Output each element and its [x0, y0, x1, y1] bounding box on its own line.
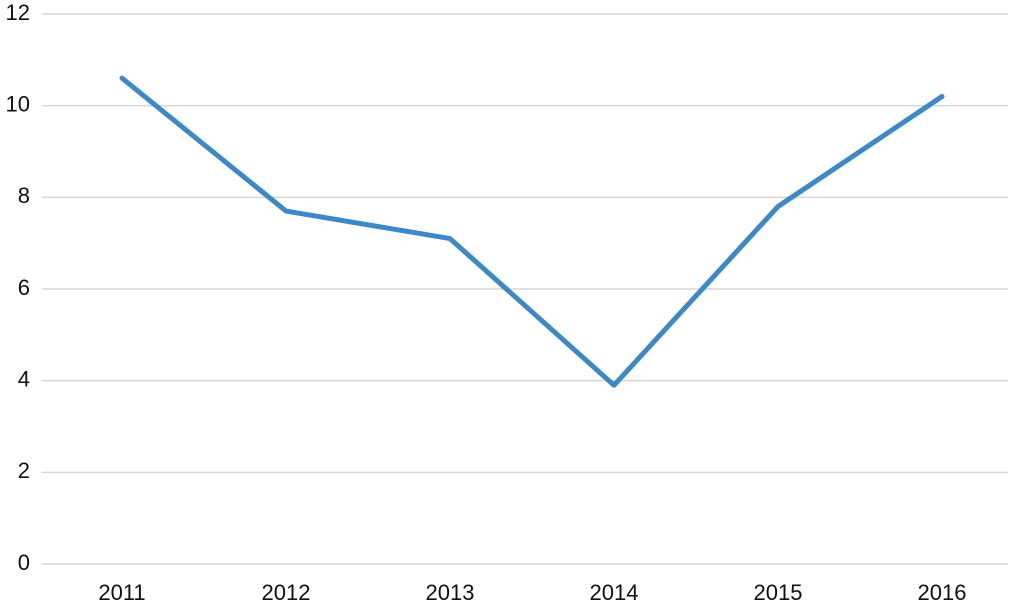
- data-line: [119, 75, 945, 388]
- y-tick-label: 2: [18, 458, 30, 483]
- x-tick-label: 2012: [262, 580, 311, 605]
- y-tick-label: 6: [18, 275, 30, 300]
- y-tick-label: 12: [6, 0, 30, 25]
- x-tick-label: 2014: [590, 580, 639, 605]
- y-tick-label: 0: [18, 550, 30, 575]
- y-tick-label: 8: [18, 183, 30, 208]
- y-tick-label: 10: [6, 91, 30, 116]
- x-tick-label: 2016: [918, 580, 967, 605]
- x-tick-label: 2015: [754, 580, 803, 605]
- y-tick-label: 4: [18, 366, 30, 391]
- x-tick-label: 2013: [426, 580, 475, 605]
- x-tick-label: 2011: [98, 580, 145, 605]
